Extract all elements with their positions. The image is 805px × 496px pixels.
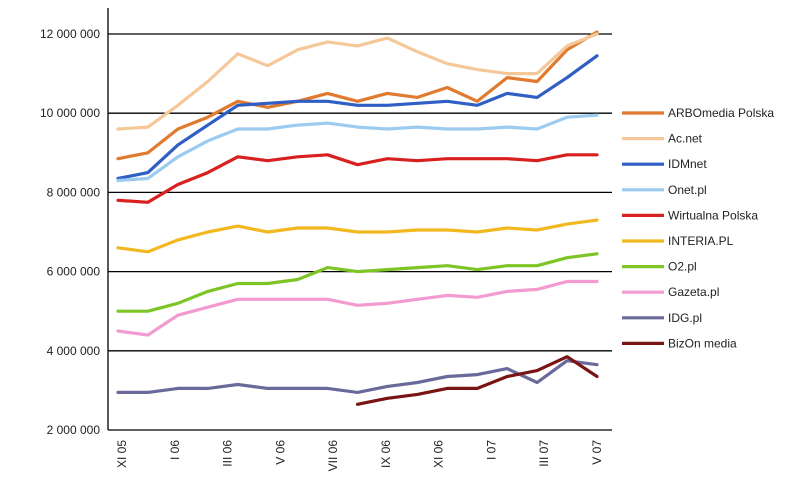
legend-label: IDG.pl xyxy=(668,311,702,325)
y-tick-label: 12 000 000 xyxy=(40,27,100,41)
series-line xyxy=(355,355,599,406)
y-tick-label: 8 000 000 xyxy=(47,185,101,199)
y-tick-label: 6 000 000 xyxy=(47,265,101,279)
legend-label: Ac.net xyxy=(668,132,703,146)
series-line xyxy=(116,153,599,204)
x-tick-label: XI 06 xyxy=(432,440,446,468)
grid-lines xyxy=(108,33,612,431)
legend-label: INTERIA.PL xyxy=(668,234,734,248)
x-axis-tick-labels: XI 05 I 06 III 06 V 06 VII 06 IX 06 XI 06 I 07 I… xyxy=(115,440,604,472)
legend-label: IDMnet xyxy=(668,157,707,171)
series-line xyxy=(116,113,599,183)
legend-label: O2.pl xyxy=(668,260,697,274)
legend-label: ARBOmedia Polska xyxy=(668,106,774,120)
legend: ARBOmedia Polska Ac.net IDMnet Onet.pl Wirtu… xyxy=(622,106,774,350)
series-line xyxy=(116,279,599,337)
y-tick-label: 4 000 000 xyxy=(47,344,101,358)
series-line xyxy=(116,252,599,313)
series-lines xyxy=(116,30,599,406)
x-tick-label: I 07 xyxy=(484,440,498,460)
y-tick-label: 2 000 000 xyxy=(47,423,101,437)
series-line xyxy=(116,30,599,161)
y-axis-tick-labels: 12 000 000 10 000 000 8 000 000 6 000 000 4 … xyxy=(40,27,100,437)
series-line xyxy=(116,218,599,254)
x-tick-label: III 06 xyxy=(221,440,235,467)
x-tick-label: V 06 xyxy=(273,440,287,465)
series-line xyxy=(116,54,599,181)
x-tick-label: IX 06 xyxy=(379,440,393,468)
x-tick-label: XI 05 xyxy=(115,440,129,468)
x-tick-label: I 06 xyxy=(168,440,182,460)
legend-label: BizOn media xyxy=(668,336,737,350)
legend-label: Onet.pl xyxy=(668,183,707,197)
series-line xyxy=(116,359,599,394)
legend-label: Wirtualna Polska xyxy=(668,208,758,222)
y-tick-label: 10 000 000 xyxy=(40,106,100,120)
legend-label: Gazeta.pl xyxy=(668,285,719,299)
x-tick-label: V 07 xyxy=(590,440,604,465)
x-tick-label: VII 06 xyxy=(326,440,340,472)
series-line xyxy=(116,32,599,131)
x-tick-label: III 07 xyxy=(537,440,551,467)
